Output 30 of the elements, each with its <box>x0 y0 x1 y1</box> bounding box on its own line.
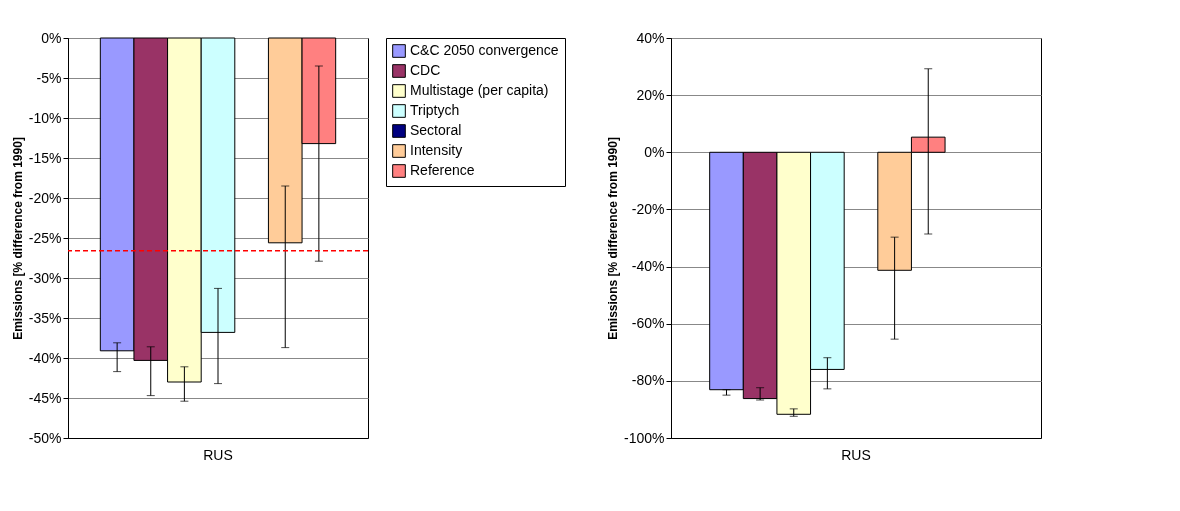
y-tick-label: -60% <box>631 315 665 332</box>
y-axis-title: Emissions [% difference from 1990] <box>10 137 25 340</box>
y-tick-label: 0% <box>644 143 665 160</box>
y-tick-label: -40% <box>631 258 665 275</box>
y-tick-label: -30% <box>28 269 62 286</box>
x-tick-label: RUS <box>841 446 871 463</box>
legend-label: C&C 2050 convergence <box>410 42 559 58</box>
legend-label: Sectoral <box>410 122 462 138</box>
y-tick-label: -40% <box>28 349 62 366</box>
y-tick-label: 40% <box>636 29 665 46</box>
legend-label: CDC <box>410 62 441 78</box>
legend-label: Intensity <box>410 142 463 158</box>
legend-label: Reference <box>410 162 475 178</box>
y-tick-label: -10% <box>28 109 62 126</box>
y-tick-label: 20% <box>636 86 665 103</box>
y-tick-label: -20% <box>631 200 665 217</box>
legend-label: Triptych <box>410 102 460 118</box>
y-tick-label: -5% <box>36 69 62 86</box>
y-tick-label: -20% <box>28 189 62 206</box>
y-tick-label: -25% <box>28 229 62 246</box>
y-tick-label: -35% <box>28 309 62 326</box>
x-tick-label: RUS <box>203 446 233 463</box>
y-tick-label: -80% <box>631 372 665 389</box>
y-tick-label: -45% <box>28 389 62 406</box>
legend-label: Multistage (per capita) <box>410 82 549 98</box>
y-tick-label: -50% <box>28 429 62 446</box>
y-axis-title: Emissions [% difference from 1990] <box>606 137 621 340</box>
y-tick-label: -15% <box>28 149 62 166</box>
y-tick-label: 0% <box>41 29 62 46</box>
y-tick-label: -100% <box>624 429 665 446</box>
